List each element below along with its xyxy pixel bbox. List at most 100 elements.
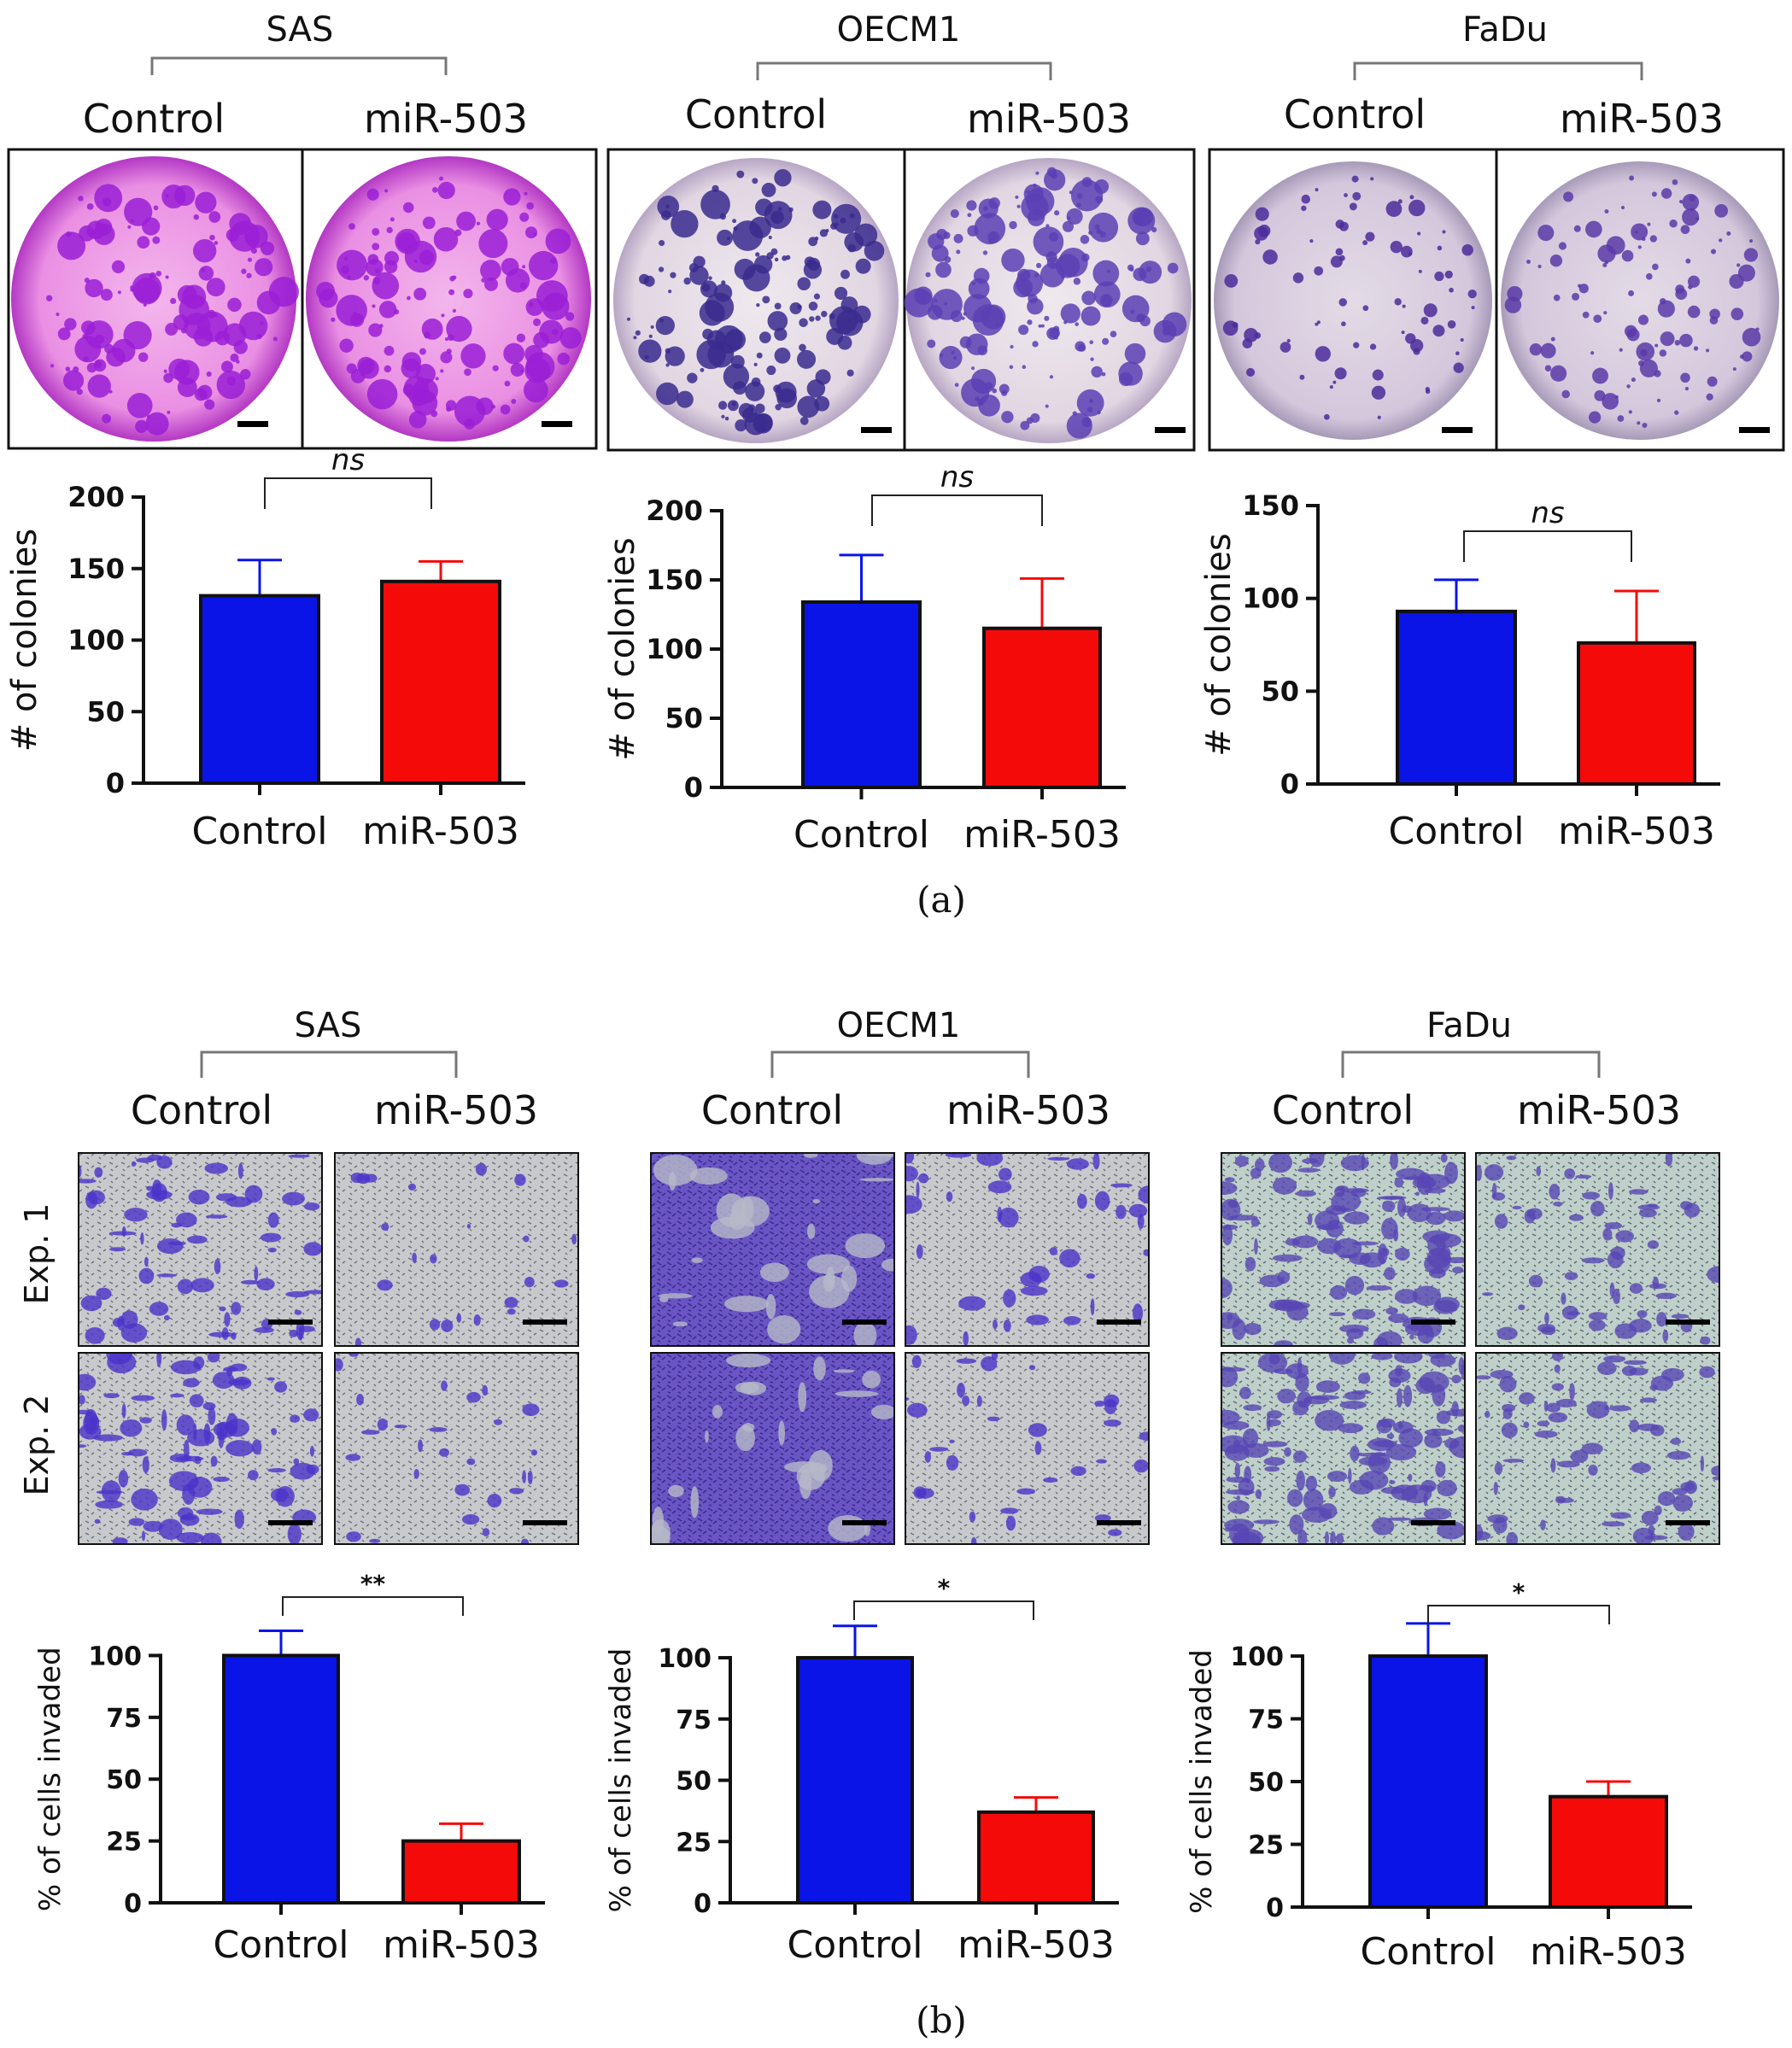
colony-spot [214,241,219,245]
colony-spot [1573,225,1581,232]
cell-clusters [653,1153,894,1346]
cell-cluster [1070,1466,1086,1477]
micrograph [334,1352,579,1545]
colony-spot [761,183,776,197]
y-axis-label: % of cells invaded [1185,1649,1219,1914]
colony-spot [206,278,225,297]
cell-cluster [151,1182,167,1202]
colony-spot [225,228,239,242]
colony-spot [402,202,414,214]
cell-cluster [1631,1462,1651,1474]
y-axis-label: % of cells invaded [33,1647,67,1911]
colony-spot [165,194,169,198]
cell-cluster [970,1536,977,1544]
cell-cluster [726,1353,771,1368]
cell-cluster [905,1153,915,1164]
cell-cluster [1614,1323,1637,1339]
cell-cluster [1094,1191,1110,1211]
cell-cluster [1397,1197,1407,1218]
header-sas-a: SAS Control miR-503 [83,10,528,142]
colony-spot [1316,320,1321,325]
colony-spot [799,318,808,328]
colony-spot [533,331,550,348]
cell-cluster [1330,1530,1337,1544]
cell-cluster [275,1485,295,1507]
y-tick-label: 200 [646,494,703,527]
cell-cluster [1221,1224,1239,1230]
cell-cluster [1110,1183,1133,1188]
cell-cluster [1005,1515,1016,1531]
cell-cluster [248,1470,259,1481]
cell-cluster [1445,1408,1465,1417]
colony-spot [766,366,776,376]
cell-cluster [1528,1274,1543,1288]
colony-spot [366,188,379,201]
cell-cluster [1394,1353,1423,1364]
cell-cluster [1437,1479,1457,1497]
cell-cluster [131,1395,155,1401]
y-tick-label: 0 [684,771,703,804]
cell-cluster [1316,1224,1341,1231]
cell-cluster [466,1391,481,1403]
cell-cluster [267,1247,277,1253]
colony-spot [1687,305,1701,319]
y-tick-label: 0 [106,767,125,799]
cell-cluster [1020,1285,1048,1296]
cell-cluster [140,1232,144,1245]
colony-spot [454,395,486,427]
cell-cluster [958,1296,986,1311]
colony-spot [967,225,979,237]
cell-cluster [210,1455,218,1467]
cell-cluster [1487,1514,1508,1524]
cell-cluster [833,1369,855,1373]
cell-cluster [1295,1190,1316,1197]
cell-cluster [1444,1210,1465,1222]
cell-cluster [1601,1521,1625,1527]
colony-spot [1129,309,1135,314]
colony-spot [177,377,197,398]
scale-bar [542,421,572,427]
cell-cluster [905,1166,918,1182]
colony-spot [1022,365,1027,370]
colony-spot [1076,389,1104,417]
bar-mir503 [401,1839,521,1905]
cell-cluster [175,1455,204,1462]
colony-spot [1096,228,1102,235]
condition-label: miR-503 [946,1087,1110,1133]
colony-spot [1315,346,1331,362]
cell-cluster [356,1393,364,1406]
colony-spot [372,272,400,300]
colony-spot [344,256,348,260]
colony-spot [1688,284,1693,290]
colony-spot [138,352,149,362]
colony-spot [1549,365,1567,382]
colony-spot [486,208,508,231]
cell-cluster [1259,1274,1285,1288]
cell-cluster [1227,1314,1233,1321]
cell-cluster [911,1355,922,1368]
cell-cluster [1451,1374,1461,1384]
cell-cluster [1381,1200,1396,1213]
cell-cluster [256,1278,275,1290]
colony-spot [1637,421,1641,425]
cell-cluster [231,1331,237,1340]
colony-spot [1651,191,1657,197]
colony-spot [659,240,665,247]
colony-spot [230,353,239,362]
cell-cluster [1650,1375,1674,1391]
cell-cluster [1408,1473,1413,1482]
colony-spot [1080,235,1090,244]
colony-spot [316,281,336,301]
cell-cluster [1485,1410,1490,1419]
colony-spot [655,315,675,336]
colony-spot [1642,237,1646,242]
colony-spot [978,198,998,219]
micrograph-border [1221,1352,1466,1545]
colony-spot [339,338,354,353]
cell-cluster [1348,1467,1352,1484]
colony-spot [975,396,980,401]
colony-spot [1016,204,1021,208]
colony-spot [1706,348,1710,353]
cell-cluster [946,1454,959,1471]
colony-spot [56,313,60,317]
